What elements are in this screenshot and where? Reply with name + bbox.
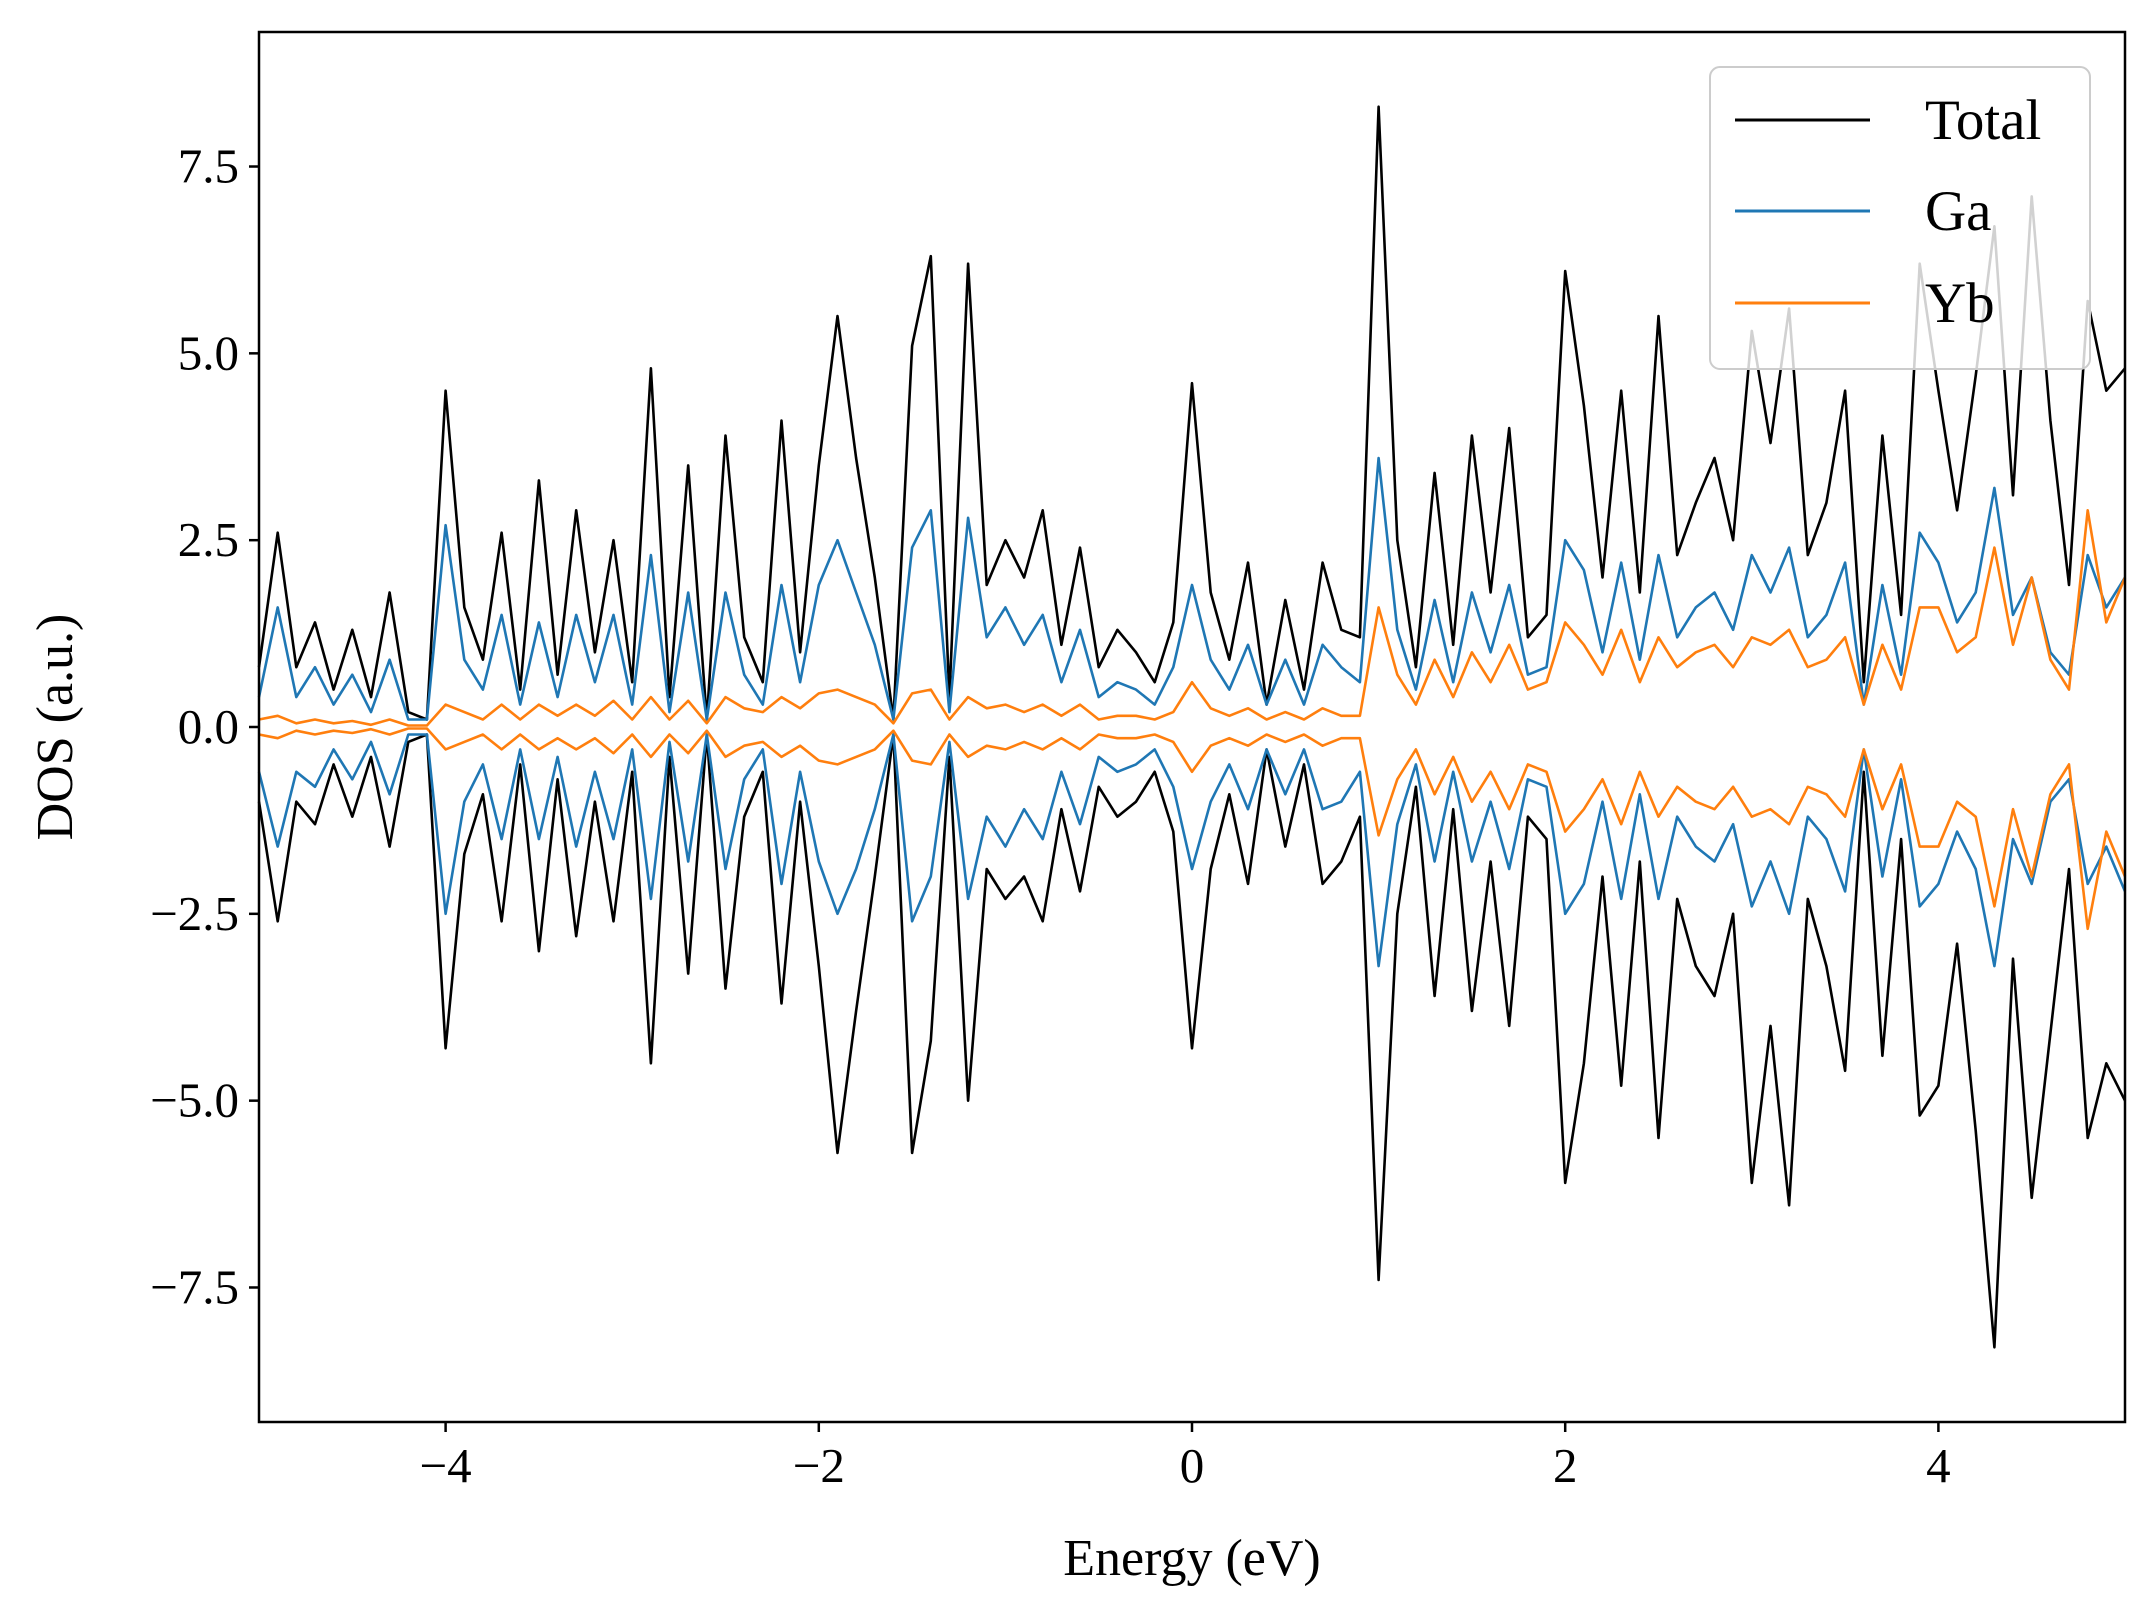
y-tick-label: 5.0	[178, 325, 239, 380]
y-tick-label: −7.5	[150, 1259, 239, 1314]
y-tick-label: −2.5	[150, 886, 239, 941]
x-tick-label: 2	[1553, 1438, 1578, 1493]
x-ticks: −4 −2 0 2 4	[420, 1422, 1951, 1493]
legend: Total Ga Yb	[1709, 66, 2091, 370]
series-ga-down-line	[257, 733, 2127, 968]
y-tick-label: 2.5	[178, 512, 239, 567]
legend-label-yb: Yb	[1925, 272, 1995, 335]
series-total-down-line	[257, 733, 2127, 1349]
series-ga-up-line	[257, 456, 2127, 721]
series-yb-down-line	[258, 727, 2127, 931]
legend-box	[1709, 66, 2091, 370]
legend-label-total: Total	[1925, 89, 2041, 152]
y-axis-label: DOS (a.u.)	[27, 614, 84, 841]
series-layer	[257, 105, 2127, 1349]
legend-label-ga: Ga	[1925, 180, 1991, 243]
x-tick-label: −4	[420, 1438, 472, 1493]
x-axis-label: Energy (eV)	[1063, 1530, 1321, 1587]
series-yb-up-line	[258, 508, 2127, 727]
x-tick-label: 0	[1180, 1438, 1205, 1493]
y-tick-label: −5.0	[150, 1073, 239, 1128]
series-total-up-line	[257, 105, 2126, 721]
y-tick-label: 0.0	[178, 699, 239, 754]
x-tick-label: −2	[793, 1438, 845, 1493]
x-tick-label: 4	[1926, 1438, 1951, 1493]
y-ticks: 7.5 5.0 2.5 0.0 −2.5 −5.0 −7.5	[150, 139, 259, 1314]
y-tick-label: 7.5	[178, 139, 239, 194]
